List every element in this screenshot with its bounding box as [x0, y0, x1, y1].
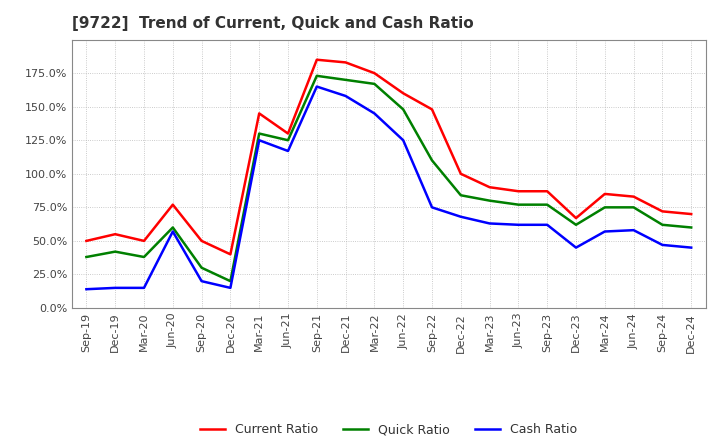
Current Ratio [197, 238, 206, 244]
Current Ratio [370, 70, 379, 76]
Current Ratio [168, 202, 177, 207]
Quick Ratio [255, 131, 264, 136]
Text: [9722]  Trend of Current, Quick and Cash Ratio: [9722] Trend of Current, Quick and Cash … [72, 16, 474, 32]
Quick Ratio [485, 198, 494, 203]
Current Ratio [255, 111, 264, 116]
Quick Ratio [111, 249, 120, 254]
Current Ratio [658, 209, 667, 214]
Quick Ratio [687, 225, 696, 230]
Current Ratio [514, 189, 523, 194]
Line: Quick Ratio: Quick Ratio [86, 76, 691, 281]
Cash Ratio [370, 111, 379, 116]
Cash Ratio [629, 227, 638, 233]
Quick Ratio [284, 138, 292, 143]
Cash Ratio [543, 222, 552, 227]
Current Ratio [312, 57, 321, 62]
Cash Ratio [399, 138, 408, 143]
Current Ratio [687, 211, 696, 216]
Line: Cash Ratio: Cash Ratio [86, 87, 691, 289]
Quick Ratio [629, 205, 638, 210]
Cash Ratio [197, 279, 206, 284]
Quick Ratio [341, 77, 350, 82]
Cash Ratio [485, 221, 494, 226]
Current Ratio [399, 91, 408, 96]
Cash Ratio [255, 138, 264, 143]
Quick Ratio [82, 254, 91, 260]
Cash Ratio [341, 93, 350, 99]
Cash Ratio [82, 286, 91, 292]
Current Ratio [111, 231, 120, 237]
Cash Ratio [284, 148, 292, 154]
Cash Ratio [140, 285, 148, 290]
Quick Ratio [572, 222, 580, 227]
Cash Ratio [428, 205, 436, 210]
Cash Ratio [687, 245, 696, 250]
Current Ratio [572, 216, 580, 221]
Cash Ratio [312, 84, 321, 89]
Current Ratio [629, 194, 638, 199]
Quick Ratio [140, 254, 148, 260]
Line: Current Ratio: Current Ratio [86, 60, 691, 254]
Current Ratio [341, 60, 350, 65]
Cash Ratio [600, 229, 609, 234]
Quick Ratio [600, 205, 609, 210]
Cash Ratio [168, 229, 177, 234]
Quick Ratio [543, 202, 552, 207]
Quick Ratio [658, 222, 667, 227]
Current Ratio [284, 131, 292, 136]
Current Ratio [543, 189, 552, 194]
Cash Ratio [111, 285, 120, 290]
Current Ratio [226, 252, 235, 257]
Current Ratio [428, 107, 436, 112]
Cash Ratio [456, 214, 465, 220]
Quick Ratio [514, 202, 523, 207]
Current Ratio [600, 191, 609, 197]
Cash Ratio [572, 245, 580, 250]
Quick Ratio [168, 225, 177, 230]
Current Ratio [82, 238, 91, 244]
Quick Ratio [370, 81, 379, 87]
Quick Ratio [312, 73, 321, 78]
Legend: Current Ratio, Quick Ratio, Cash Ratio: Current Ratio, Quick Ratio, Cash Ratio [195, 418, 582, 440]
Current Ratio [140, 238, 148, 244]
Cash Ratio [514, 222, 523, 227]
Current Ratio [456, 171, 465, 176]
Quick Ratio [197, 265, 206, 270]
Quick Ratio [456, 193, 465, 198]
Cash Ratio [658, 242, 667, 248]
Quick Ratio [226, 279, 235, 284]
Current Ratio [485, 185, 494, 190]
Quick Ratio [428, 158, 436, 163]
Quick Ratio [399, 107, 408, 112]
Cash Ratio [226, 285, 235, 290]
